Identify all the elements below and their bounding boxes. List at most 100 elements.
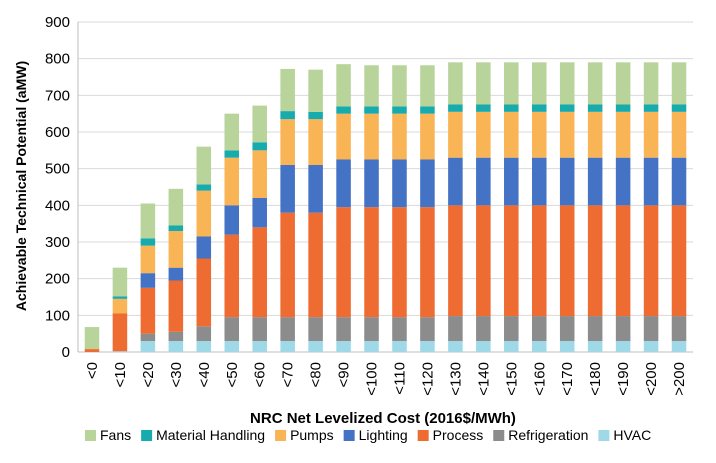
bar-segment-refrigeration: [308, 317, 323, 341]
bar-segment-lighting: [140, 273, 156, 288]
x-tick-label: <40: [196, 362, 213, 387]
bar-segment-material-handling: [643, 104, 659, 112]
bar-segment-hvac: [531, 341, 547, 352]
x-tick-label: <130: [447, 362, 464, 396]
bar-segment-refrigeration: [448, 316, 463, 341]
bar-segment-process: [308, 212, 323, 318]
bar-segment-refrigeration: [531, 316, 547, 341]
bar-segment-material-handling: [671, 104, 687, 112]
legend-swatch: [141, 430, 153, 441]
bar-segment-pumps: [392, 113, 407, 160]
bar-segment-pumps: [364, 113, 379, 160]
bar-segment-hvac: [559, 341, 575, 352]
x-tick-label: <120: [419, 362, 436, 396]
legend-label: Material Handling: [156, 427, 265, 443]
bar-segment-pumps: [671, 111, 687, 158]
legend-swatch: [85, 430, 96, 441]
bar-segment-refrigeration: [280, 317, 295, 341]
bar-segment-hvac: [587, 341, 603, 352]
bar-segment-material-handling: [531, 104, 547, 112]
bar-segment-process: [615, 205, 631, 317]
bar-segment-refrigeration: [168, 331, 184, 341]
bar-segment-hvac: [224, 341, 240, 352]
bar-segment-process: [643, 205, 659, 317]
x-tick-label: >200: [671, 362, 688, 396]
bar-segment-lighting: [448, 157, 463, 206]
bar-segment-material-handling: [364, 106, 379, 114]
bar-segment-process: [587, 205, 603, 317]
bar-segment-fans: [559, 62, 575, 105]
legend-item: Material Handling: [141, 427, 265, 443]
legend-label: HVAC: [613, 427, 651, 443]
bar-segment-hvac: [112, 351, 128, 352]
bar-segment-hvac: [643, 341, 659, 352]
bar-segment-lighting: [587, 157, 603, 206]
bar-segment-material-handling: [196, 184, 212, 191]
bar-segment-refrigeration: [615, 316, 631, 341]
legend-item: Lighting: [343, 427, 408, 443]
x-tick-label: <190: [615, 362, 632, 396]
x-tick-label: <0: [84, 362, 101, 379]
y-tick-label: 600: [45, 124, 70, 141]
bar-segment-process: [531, 205, 547, 317]
bar-segment-process: [364, 207, 379, 318]
bar-segment-process: [476, 205, 491, 317]
bar-segment-fans: [280, 68, 295, 112]
y-axis-label: Achievable Technical Potential (aMW): [13, 61, 29, 311]
bar-segment-fans: [168, 188, 184, 226]
x-tick-label: <10: [112, 362, 129, 387]
bar-segment-fans: [615, 62, 631, 105]
bar-segment-fans: [671, 62, 687, 105]
x-tick-label: <110: [391, 362, 408, 395]
bar-segment-pumps: [504, 111, 519, 158]
bar-segment-hvac: [615, 341, 631, 352]
bar-segment-fans: [252, 105, 267, 143]
bar-segment-material-handling: [336, 106, 351, 114]
bar-segment-lighting: [476, 157, 491, 206]
bar-segment-refrigeration: [392, 317, 407, 341]
bar-segment-process: [224, 234, 240, 318]
bar-segment-hvac: [448, 341, 463, 352]
bar-segment-material-handling: [308, 111, 323, 120]
bar-segment-material-handling: [559, 104, 575, 112]
bar-segment-fans: [476, 62, 491, 105]
bar-segment-hvac: [336, 341, 351, 352]
bar-segment-fans: [224, 113, 240, 151]
x-tick-label: <100: [364, 362, 381, 396]
bar-segment-refrigeration: [420, 317, 435, 341]
bar-segment-lighting: [168, 267, 184, 281]
legend-item: Fans: [85, 427, 131, 443]
tick-labels: 0 100 200 300 400 500 600 700 800 900 <0 <10 <20 <30 <…: [45, 14, 688, 396]
bar-segment-fans: [643, 62, 659, 105]
y-tick-label: 500: [45, 161, 70, 178]
bar-segment-hvac: [420, 341, 435, 352]
y-tick-label: 0: [62, 344, 70, 361]
bar-segment-fans: [392, 65, 407, 107]
bar-segment-process: [392, 207, 407, 318]
bar-segment-process: [671, 205, 687, 317]
bar-segment-pumps: [308, 119, 323, 165]
x-tick-label: <60: [252, 362, 269, 387]
x-tick-label: <30: [168, 362, 185, 387]
bar-segment-material-handling: [615, 104, 631, 112]
bar-segment-fans: [448, 62, 463, 105]
x-tick-label: <90: [336, 362, 353, 387]
y-tick-label: 700: [45, 87, 70, 104]
bar-segment-pumps: [140, 245, 156, 274]
bar-segment-lighting: [643, 157, 659, 206]
bar-segment-fans: [308, 69, 323, 112]
bar-segment-refrigeration: [504, 316, 519, 341]
legend-swatch: [343, 430, 355, 441]
bar-segment-process: [168, 280, 184, 332]
legend-item: HVAC: [598, 427, 651, 443]
bar-segment-hvac: [140, 341, 156, 352]
bar-segment-lighting: [336, 159, 351, 208]
bar-segment-material-handling: [448, 104, 463, 112]
x-tick-label: <170: [559, 362, 576, 396]
bar-segment-pumps: [112, 298, 128, 314]
bar-segment-hvac: [671, 341, 687, 352]
bar-segment-pumps: [615, 111, 631, 158]
bar-segment-fans: [84, 327, 100, 350]
bar-segment-hvac: [504, 341, 519, 352]
